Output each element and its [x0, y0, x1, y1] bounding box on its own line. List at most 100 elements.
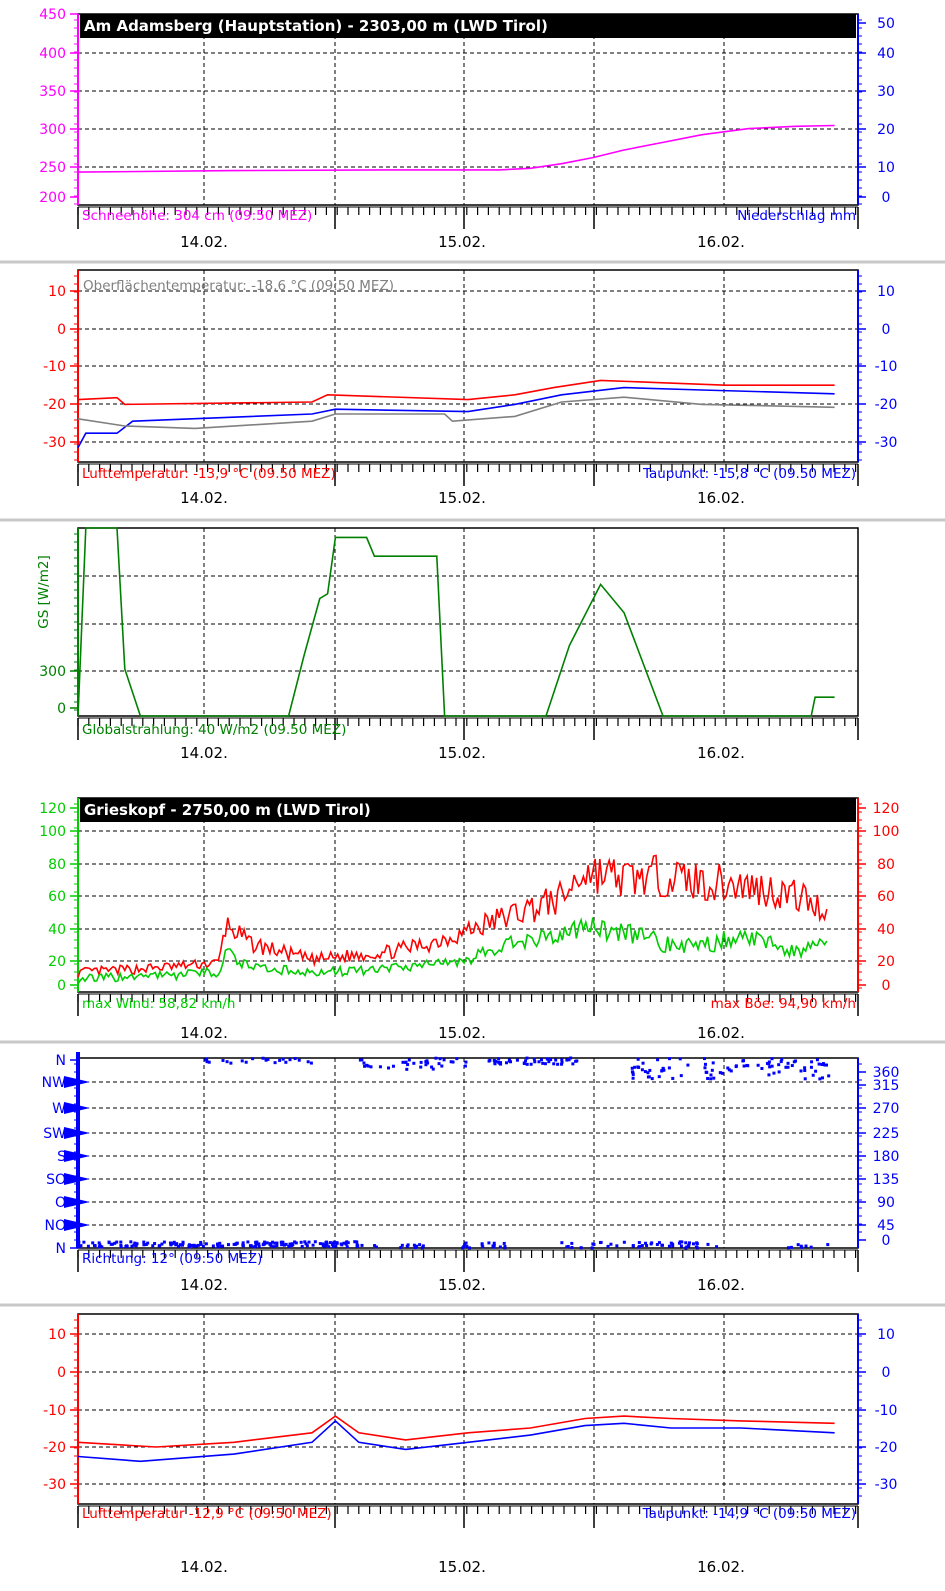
wind-arrow-icon	[64, 1127, 90, 1139]
direction-point	[204, 1242, 208, 1246]
direction-point	[809, 1245, 813, 1249]
direction-point	[646, 1071, 650, 1075]
direction-point	[720, 1071, 724, 1075]
direction-point	[804, 1244, 808, 1248]
direction-point	[650, 1077, 654, 1081]
direction-point	[297, 1058, 301, 1062]
right-tick-label: 135	[873, 1172, 900, 1188]
direction-point	[344, 1242, 348, 1246]
wind-arrow-icon	[64, 1219, 90, 1231]
right-tick-label: 0	[882, 978, 891, 994]
direction-point	[199, 1240, 203, 1244]
right-tick-label: 270	[873, 1101, 900, 1117]
direction-point	[684, 1246, 688, 1250]
direction-point	[221, 1244, 225, 1248]
direction-point	[431, 1067, 435, 1071]
right-tick-label: 100	[873, 824, 900, 840]
date-label: 14.02.	[180, 489, 228, 507]
direction-point	[129, 1240, 133, 1244]
direction-point	[284, 1242, 288, 1246]
direction-point	[533, 1060, 537, 1064]
direction-point	[492, 1241, 496, 1245]
direction-point	[205, 1060, 209, 1064]
direction-point	[404, 1060, 408, 1064]
left-tick-label: 300	[39, 122, 66, 138]
direction-point	[799, 1069, 803, 1073]
direction-point	[287, 1244, 291, 1248]
direction-point	[767, 1060, 771, 1064]
date-label: 14.02.	[180, 1024, 228, 1042]
direction-point	[251, 1057, 255, 1061]
plot-frame	[77, 1313, 859, 1505]
direction-point	[765, 1061, 769, 1065]
direction-point	[465, 1244, 469, 1248]
direction-point	[373, 1244, 377, 1248]
right-tick-label: -30	[875, 1477, 898, 1493]
direction-point	[369, 1065, 373, 1069]
plot-frame	[77, 269, 859, 463]
surface-temp-label: Oberflächentemperatur: -18,6 °C (09:50 M…	[83, 278, 394, 294]
direction-point	[560, 1058, 564, 1062]
direction-point	[826, 1243, 830, 1247]
direction-point	[691, 1242, 695, 1246]
direction-point	[549, 1058, 553, 1062]
direction-point	[760, 1066, 764, 1070]
direction-point	[158, 1244, 162, 1248]
right-tick-label: 60	[877, 889, 895, 905]
direction-point	[420, 1246, 424, 1250]
direction-point	[246, 1240, 250, 1244]
direction-point	[529, 1062, 533, 1066]
y-axis-label: GS [W/m2]	[36, 555, 52, 629]
direction-point	[464, 1241, 468, 1245]
direction-point	[463, 1243, 467, 1247]
right-tick-label: 0	[882, 190, 891, 206]
date-label: 15.02.	[438, 1276, 486, 1294]
date-label: 16.02.	[697, 1558, 745, 1576]
direction-point	[79, 1244, 83, 1248]
direction-point	[543, 1062, 547, 1066]
direction-point	[254, 1241, 258, 1245]
direction-point	[695, 1241, 699, 1245]
direction-point	[711, 1061, 715, 1065]
left-tick-label: O	[55, 1195, 66, 1211]
date-label: 15.02.	[438, 233, 486, 251]
left-series-label: Globalstrahlung: 40 W/m2 (09.50 MEZ)	[82, 722, 346, 738]
direction-point	[780, 1057, 784, 1061]
direction-point	[229, 1061, 233, 1065]
left-series-label: Lufttemperatur: -13,9 °C (09.50 MEZ)	[82, 466, 336, 482]
direction-point	[552, 1062, 556, 1066]
direction-point	[362, 1061, 366, 1065]
direction-point	[786, 1065, 790, 1069]
direction-point	[803, 1066, 807, 1070]
direction-point	[360, 1058, 364, 1062]
direction-point	[241, 1241, 245, 1245]
direction-point	[328, 1241, 332, 1245]
direction-bar	[76, 1052, 80, 1248]
direction-point	[480, 1242, 484, 1246]
direction-point	[93, 1244, 97, 1248]
direction-point	[335, 1241, 339, 1245]
direction-point	[273, 1061, 277, 1065]
direction-point	[333, 1241, 337, 1245]
direction-point	[803, 1077, 807, 1081]
direction-point	[288, 1058, 292, 1062]
direction-point	[290, 1242, 294, 1246]
direction-point	[426, 1061, 430, 1065]
direction-point	[821, 1062, 825, 1066]
direction-point	[271, 1240, 275, 1244]
direction-point	[741, 1059, 745, 1063]
right-tick-label: 10	[877, 284, 895, 300]
direction-point	[119, 1240, 123, 1244]
direction-point	[756, 1063, 760, 1067]
direction-point	[569, 1056, 573, 1060]
chart-wind: Grieskopf - 2750,00 m (LWD Tirol) 120 100 8…	[0, 797, 945, 1044]
direction-point	[643, 1070, 647, 1074]
direction-point	[566, 1245, 570, 1249]
left-tick-label: -10	[43, 359, 66, 375]
direction-point	[91, 1241, 95, 1245]
direction-point	[311, 1243, 315, 1247]
direction-point	[671, 1244, 675, 1248]
direction-point	[661, 1067, 665, 1071]
direction-point	[656, 1058, 660, 1062]
direction-point	[727, 1068, 731, 1072]
